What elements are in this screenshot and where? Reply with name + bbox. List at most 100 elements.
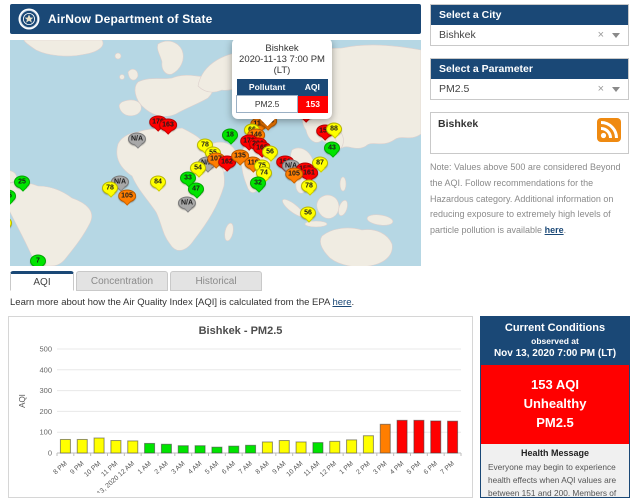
map-marker[interactable]: 78: [102, 181, 118, 195]
current-conditions-header: Current Conditions observed at Nov 13, 2…: [481, 317, 629, 365]
chart-bar[interactable]: [329, 440, 341, 454]
map-marker[interactable]: 88: [326, 122, 342, 136]
svg-text:11 AM: 11 AM: [303, 460, 322, 478]
chart-bar[interactable]: [194, 445, 206, 454]
map-marker[interactable]: N/A: [127, 132, 147, 146]
map-marker[interactable]: 32: [250, 176, 266, 190]
chart-bar[interactable]: [447, 420, 459, 454]
select-parameter-panel: Select a Parameter PM2.5 ×: [430, 58, 629, 100]
chart-title: Bishkek - PM2.5: [198, 325, 283, 337]
parameter-select[interactable]: PM2.5 ×: [431, 79, 628, 99]
tab-historical[interactable]: Historical: [170, 271, 262, 291]
state-department-seal-logo: [18, 8, 40, 30]
map-marker[interactable]: 56: [262, 145, 278, 159]
svg-text:100: 100: [39, 428, 52, 437]
chart-bar[interactable]: [245, 444, 257, 454]
select-city-header: Select a City: [431, 5, 628, 25]
note-text-end: .: [563, 225, 567, 235]
chart-bar[interactable]: [413, 419, 425, 454]
chart-bar[interactable]: [379, 423, 391, 454]
parameter-caret-icon[interactable]: [612, 86, 620, 92]
map-marker[interactable]: 56: [300, 206, 316, 220]
chart-bar[interactable]: [177, 445, 189, 454]
city-select[interactable]: Bishkek ×: [431, 25, 628, 45]
chart-bar[interactable]: [144, 442, 156, 454]
svg-text:1 PM: 1 PM: [338, 460, 355, 476]
learn-more-here-link[interactable]: here: [332, 297, 352, 308]
svg-text:200: 200: [39, 407, 52, 416]
svg-text:12 PM: 12 PM: [319, 460, 339, 479]
current-aqi-category: Unhealthy: [523, 396, 587, 411]
chart-bar[interactable]: [110, 440, 122, 454]
svg-text:10 AM: 10 AM: [285, 460, 304, 478]
map-marker[interactable]: 87: [312, 156, 328, 170]
map-marker[interactable]: 54: [190, 161, 206, 175]
map-marker[interactable]: 105: [118, 189, 136, 203]
city-select-value: Bishkek: [439, 29, 476, 41]
chart-bar[interactable]: [261, 441, 273, 454]
svg-text:3 PM: 3 PM: [372, 460, 389, 476]
tab-concentration[interactable]: Concentration: [76, 271, 168, 291]
chart-bar[interactable]: [295, 441, 307, 454]
parameter-clear-icon[interactable]: ×: [597, 83, 604, 95]
map-marker[interactable]: 33: [180, 171, 196, 185]
city-clear-icon[interactable]: ×: [597, 29, 604, 41]
chart-bar[interactable]: [160, 443, 172, 454]
map-marker[interactable]: 105: [285, 167, 303, 181]
map-marker[interactable]: 163: [159, 118, 177, 132]
map-marker[interactable]: 7: [30, 254, 46, 266]
tooltip-city: Bishkek: [265, 43, 299, 54]
select-parameter-header: Select a Parameter: [431, 59, 628, 79]
chart-bar[interactable]: [312, 442, 324, 454]
map-marker[interactable]: N/A: [177, 196, 197, 210]
svg-text:7 PM: 7 PM: [439, 460, 456, 476]
svg-text:4 AM: 4 AM: [187, 460, 203, 476]
world-aqi-map[interactable]: 2545577176163N/A187855N/A107162543347N/A…: [10, 40, 421, 266]
chart-bar[interactable]: [362, 435, 374, 454]
page-title: AirNow Department of State: [48, 12, 213, 26]
observed-at-time: Nov 13, 2020 7:00 PM (LT): [493, 348, 617, 359]
tooltip-timezone: (LT): [273, 65, 291, 76]
map-marker[interactable]: 84: [150, 175, 166, 189]
tooltip-aqi-value: 153: [297, 95, 328, 113]
svg-text:8 AM: 8 AM: [255, 460, 271, 476]
app-header: AirNow Department of State: [10, 4, 421, 34]
observed-at-label: observed at: [531, 336, 579, 346]
chart-bar[interactable]: [346, 439, 358, 454]
tab-aqi[interactable]: AQI: [10, 271, 74, 291]
city-caret-icon[interactable]: [612, 32, 620, 38]
chart-bar[interactable]: [76, 438, 88, 454]
health-message-block: Health Message Everyone may begin to exp…: [481, 444, 629, 500]
svg-text:6 AM: 6 AM: [221, 460, 237, 476]
learn-more-text: Learn more about how the Air Quality Ind…: [10, 297, 333, 308]
svg-text:2 PM: 2 PM: [355, 460, 372, 476]
chart-bar[interactable]: [430, 420, 442, 454]
chart-bar[interactable]: [127, 440, 139, 454]
chart-bar[interactable]: [93, 437, 105, 454]
map-marker[interactable]: 18: [222, 128, 238, 142]
chart-bar[interactable]: [228, 445, 240, 454]
svg-text:1 AM: 1 AM: [137, 460, 153, 476]
note-here-link[interactable]: here: [544, 225, 564, 235]
current-conditions-title: Current Conditions: [504, 322, 606, 334]
map-marker[interactable]: 78: [301, 179, 317, 193]
learn-more-line: Learn more about how the Air Quality Ind…: [10, 297, 354, 308]
svg-text:5 AM: 5 AM: [204, 460, 220, 476]
note-text: Note: Values above 500 are considered Be…: [430, 162, 621, 235]
svg-text:4 PM: 4 PM: [389, 460, 406, 476]
svg-text:6 PM: 6 PM: [423, 460, 440, 476]
current-conditions-panel: Current Conditions observed at Nov 13, 2…: [480, 316, 630, 498]
map-tooltip: Bishkek 2020-11-13 7:00 PM (LT) Pollutan…: [232, 40, 332, 119]
rss-icon[interactable]: [597, 118, 621, 147]
chart-bar[interactable]: [211, 446, 223, 454]
parameter-select-value: PM2.5: [439, 83, 470, 95]
chart-bar[interactable]: [396, 419, 408, 454]
health-message-title: Health Message: [520, 448, 590, 458]
map-marker[interactable]: 25: [14, 175, 30, 189]
chart-bar[interactable]: [278, 440, 290, 454]
chart-bar[interactable]: [59, 438, 71, 454]
map-marker[interactable]: 43: [324, 141, 340, 155]
map-marker[interactable]: 47: [188, 182, 204, 196]
